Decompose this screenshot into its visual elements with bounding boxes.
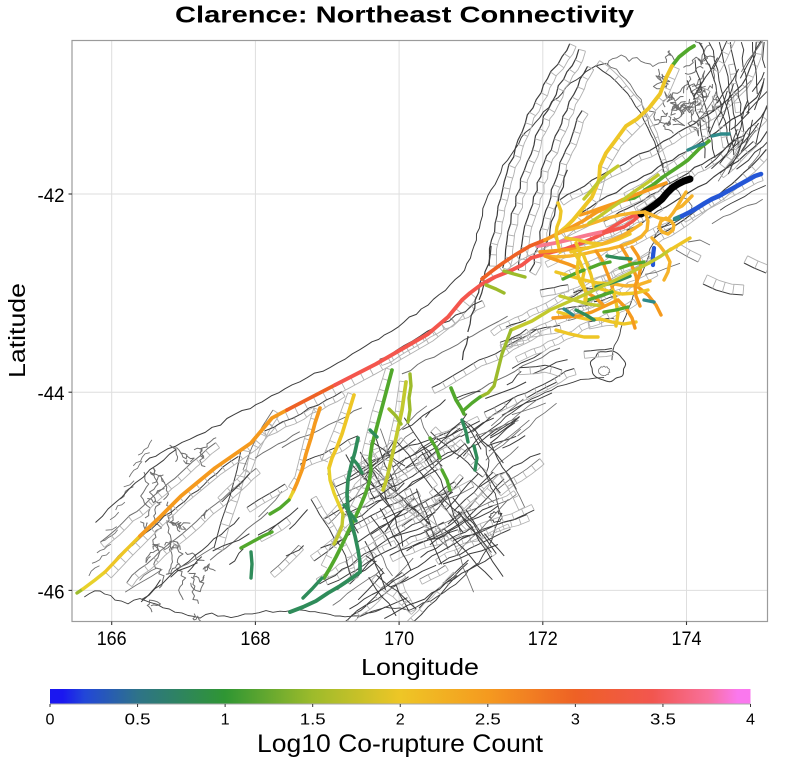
svg-text:Log10 Co-rupture Count: Log10 Co-rupture Count [257,730,543,758]
svg-text:170: 170 [384,629,414,650]
svg-text:Clarence: Northeast Connectivi: Clarence: Northeast Connectivity [175,2,634,28]
svg-text:1.5: 1.5 [300,712,326,729]
svg-text:Latitude: Latitude [4,283,30,378]
svg-text:3: 3 [571,712,580,729]
svg-text:166: 166 [97,629,127,650]
svg-text:Longitude: Longitude [361,654,479,680]
svg-text:-42: -42 [38,186,65,207]
svg-text:1: 1 [221,712,230,729]
svg-text:2.5: 2.5 [475,712,501,729]
svg-text:0: 0 [46,712,55,729]
svg-text:168: 168 [240,629,270,650]
svg-text:172: 172 [528,629,558,650]
svg-text:174: 174 [672,629,702,650]
svg-text:-44: -44 [38,384,65,405]
svg-text:4: 4 [746,712,755,729]
svg-text:0.5: 0.5 [125,712,151,729]
svg-text:3.5: 3.5 [650,712,676,729]
svg-text:2: 2 [396,712,405,729]
svg-text:-46: -46 [38,582,65,603]
